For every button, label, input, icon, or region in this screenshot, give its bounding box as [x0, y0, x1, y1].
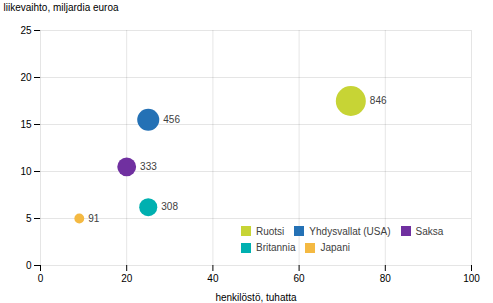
- html-text:Japani: Japani: [320, 242, 350, 254]
- svg-text:456: 456: [163, 114, 180, 125]
- html-text:Yhdysvallat (USA): Yhdysvallat (USA): [309, 225, 391, 237]
- svg-text:60: 60: [294, 273, 306, 284]
- svg-text:80: 80: [380, 273, 392, 284]
- html-text:Saksa: Saksa: [415, 225, 444, 237]
- svg-text:40: 40: [207, 273, 219, 284]
- svg-text:henkilöstö, tuhatta: henkilöstö, tuhatta: [215, 292, 297, 303]
- svg-text:0: 0: [38, 273, 44, 284]
- svg-text:91: 91: [88, 213, 100, 224]
- svg-text:846: 846: [370, 95, 387, 106]
- svg-text:15: 15: [20, 119, 32, 130]
- svg-text:liikevaihto, miljardia euroa: liikevaihto, miljardia euroa: [4, 2, 119, 13]
- svg-text:308: 308: [161, 201, 178, 212]
- svg-text:333: 333: [140, 161, 157, 172]
- svg-text:25: 25: [20, 25, 32, 36]
- html-text:Britannia: Britannia: [256, 242, 296, 254]
- svg-text:20: 20: [121, 273, 133, 284]
- svg-text:20: 20: [20, 72, 32, 83]
- svg-text:100: 100: [463, 273, 480, 284]
- svg-text:0: 0: [26, 260, 32, 271]
- svg-text:10: 10: [20, 166, 32, 177]
- svg-text:5: 5: [26, 213, 32, 224]
- html-text:Ruotsi: Ruotsi: [256, 225, 285, 237]
